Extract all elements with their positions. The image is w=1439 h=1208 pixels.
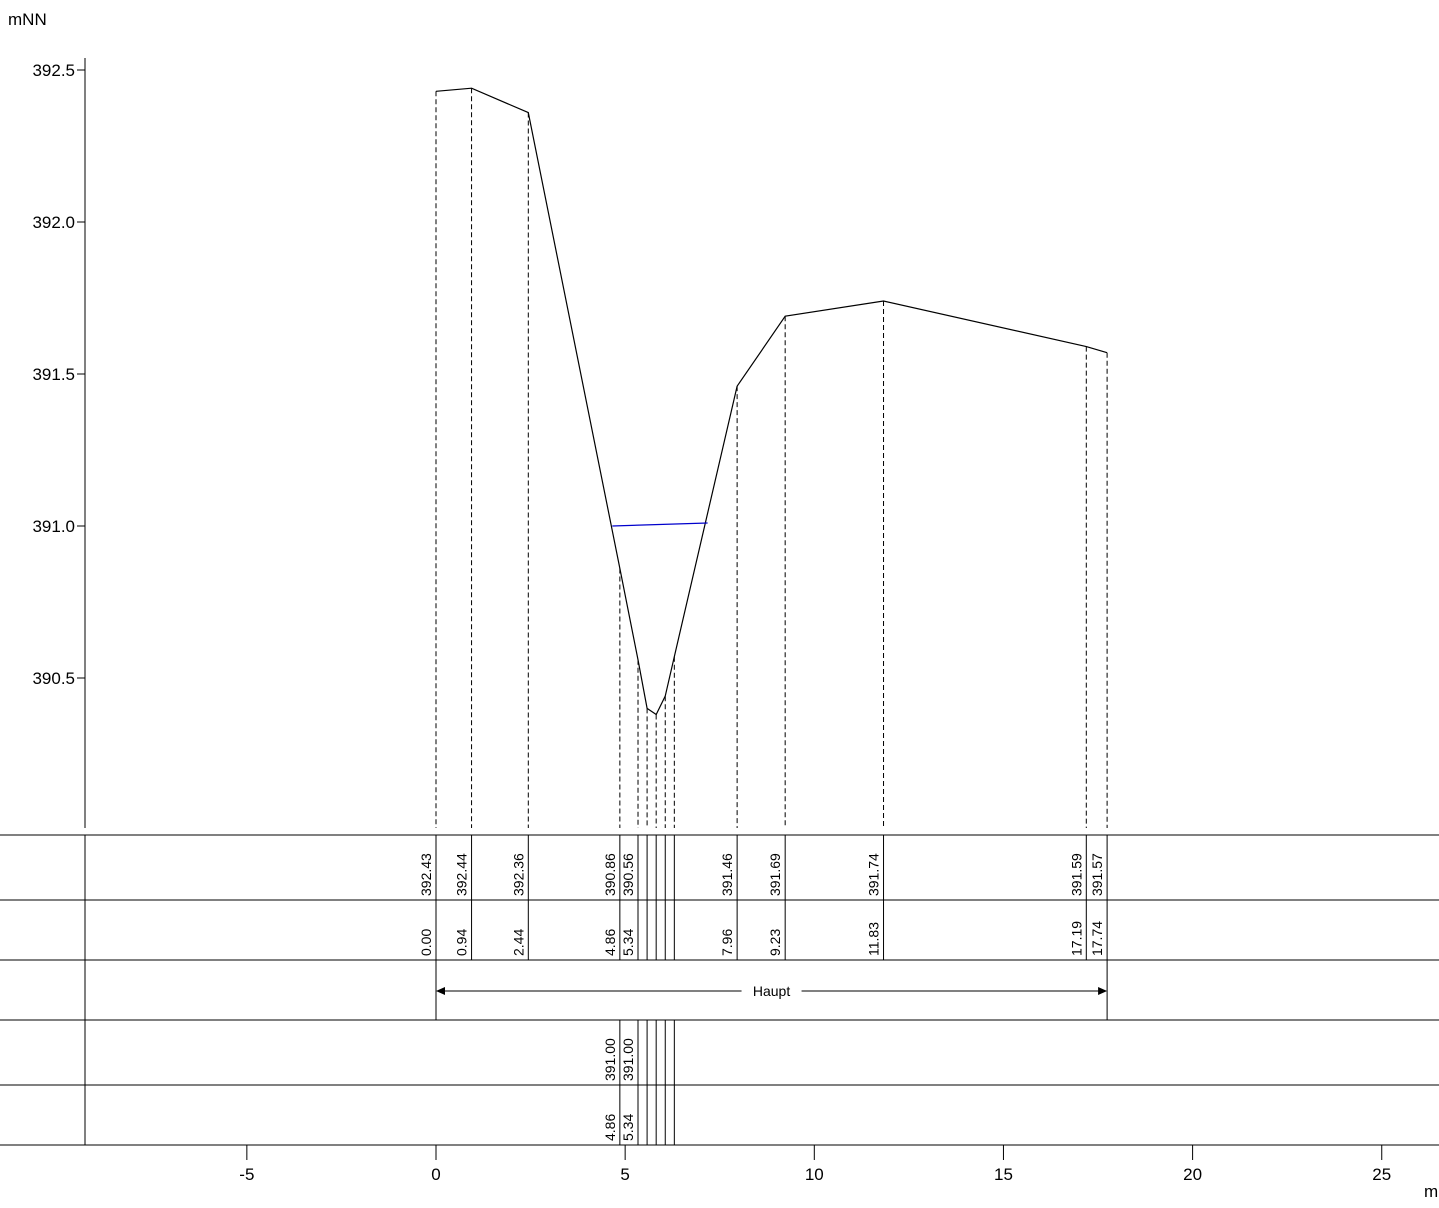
station-band-label: 7.96 xyxy=(719,929,735,956)
elevation-band-label: 391.59 xyxy=(1068,853,1084,896)
x-tick-label: 25 xyxy=(1372,1165,1391,1184)
elevation-band-label: 391.57 xyxy=(1089,853,1105,896)
station-band-label: 0.94 xyxy=(454,929,470,956)
y-tick-label: 390.5 xyxy=(32,669,75,688)
x-tick-label: 15 xyxy=(994,1165,1013,1184)
elevation-band-label: 391.46 xyxy=(719,853,735,896)
section-arrow-right-head xyxy=(1098,987,1108,995)
elevation-band-label: 390.86 xyxy=(602,853,618,896)
station-band-label: 17.74 xyxy=(1089,921,1105,956)
elevation-band-label: 391.74 xyxy=(866,853,882,896)
water-level-line xyxy=(612,522,708,527)
elevation-band-label: 392.36 xyxy=(510,853,526,896)
elevation-band-label: 391.69 xyxy=(767,853,783,896)
station-band-label: 11.83 xyxy=(866,922,882,956)
section-label: Haupt xyxy=(753,983,790,999)
water-elevation-band-label: 391.00 xyxy=(602,1038,618,1081)
y-unit-label: mNN xyxy=(8,10,47,29)
x-tick-label: 5 xyxy=(620,1165,629,1184)
y-tick-label: 392.0 xyxy=(32,213,75,232)
x-tick-label: 20 xyxy=(1183,1165,1202,1184)
plot-group xyxy=(435,87,1108,828)
elevation-band-label: 390.56 xyxy=(620,853,636,896)
section-arrow-left-head xyxy=(436,987,445,995)
station-band-label: 17.19 xyxy=(1068,921,1084,956)
x-tick-label: -5 xyxy=(239,1165,254,1184)
data-bands-group: 392.43 392.44 392.36 390.86 390.56 391.46 391.… xyxy=(0,834,1439,1146)
station-band-label: 4.86 xyxy=(602,929,618,956)
water-station-band-label: 5.34 xyxy=(620,1114,636,1141)
terrain-profile-line xyxy=(435,87,1108,716)
station-band-label: 9.23 xyxy=(767,929,783,956)
water-elevation-band-label: 391.00 xyxy=(620,1038,636,1081)
x-tick-label: 10 xyxy=(805,1165,824,1184)
x-tick-label: 0 xyxy=(431,1165,440,1184)
water-station-band-label: 4.86 xyxy=(602,1114,618,1141)
elevation-band-label: 392.44 xyxy=(454,853,470,896)
y-tick-label: 392.5 xyxy=(32,61,75,80)
y-tick-label: 391.0 xyxy=(32,517,75,536)
x-unit-label: m xyxy=(1424,1182,1438,1201)
elevation-band-label: 392.43 xyxy=(418,853,434,896)
station-band-label: 0.00 xyxy=(418,929,434,956)
station-band-label: 5.34 xyxy=(620,929,636,956)
axes-group: 390.5 391.0 391.5 392.0 392.5 -5 0 5 10 15 20 25 xyxy=(32,58,1391,1184)
y-tick-label: 391.5 xyxy=(32,365,75,384)
station-band-label: 2.44 xyxy=(510,929,526,956)
